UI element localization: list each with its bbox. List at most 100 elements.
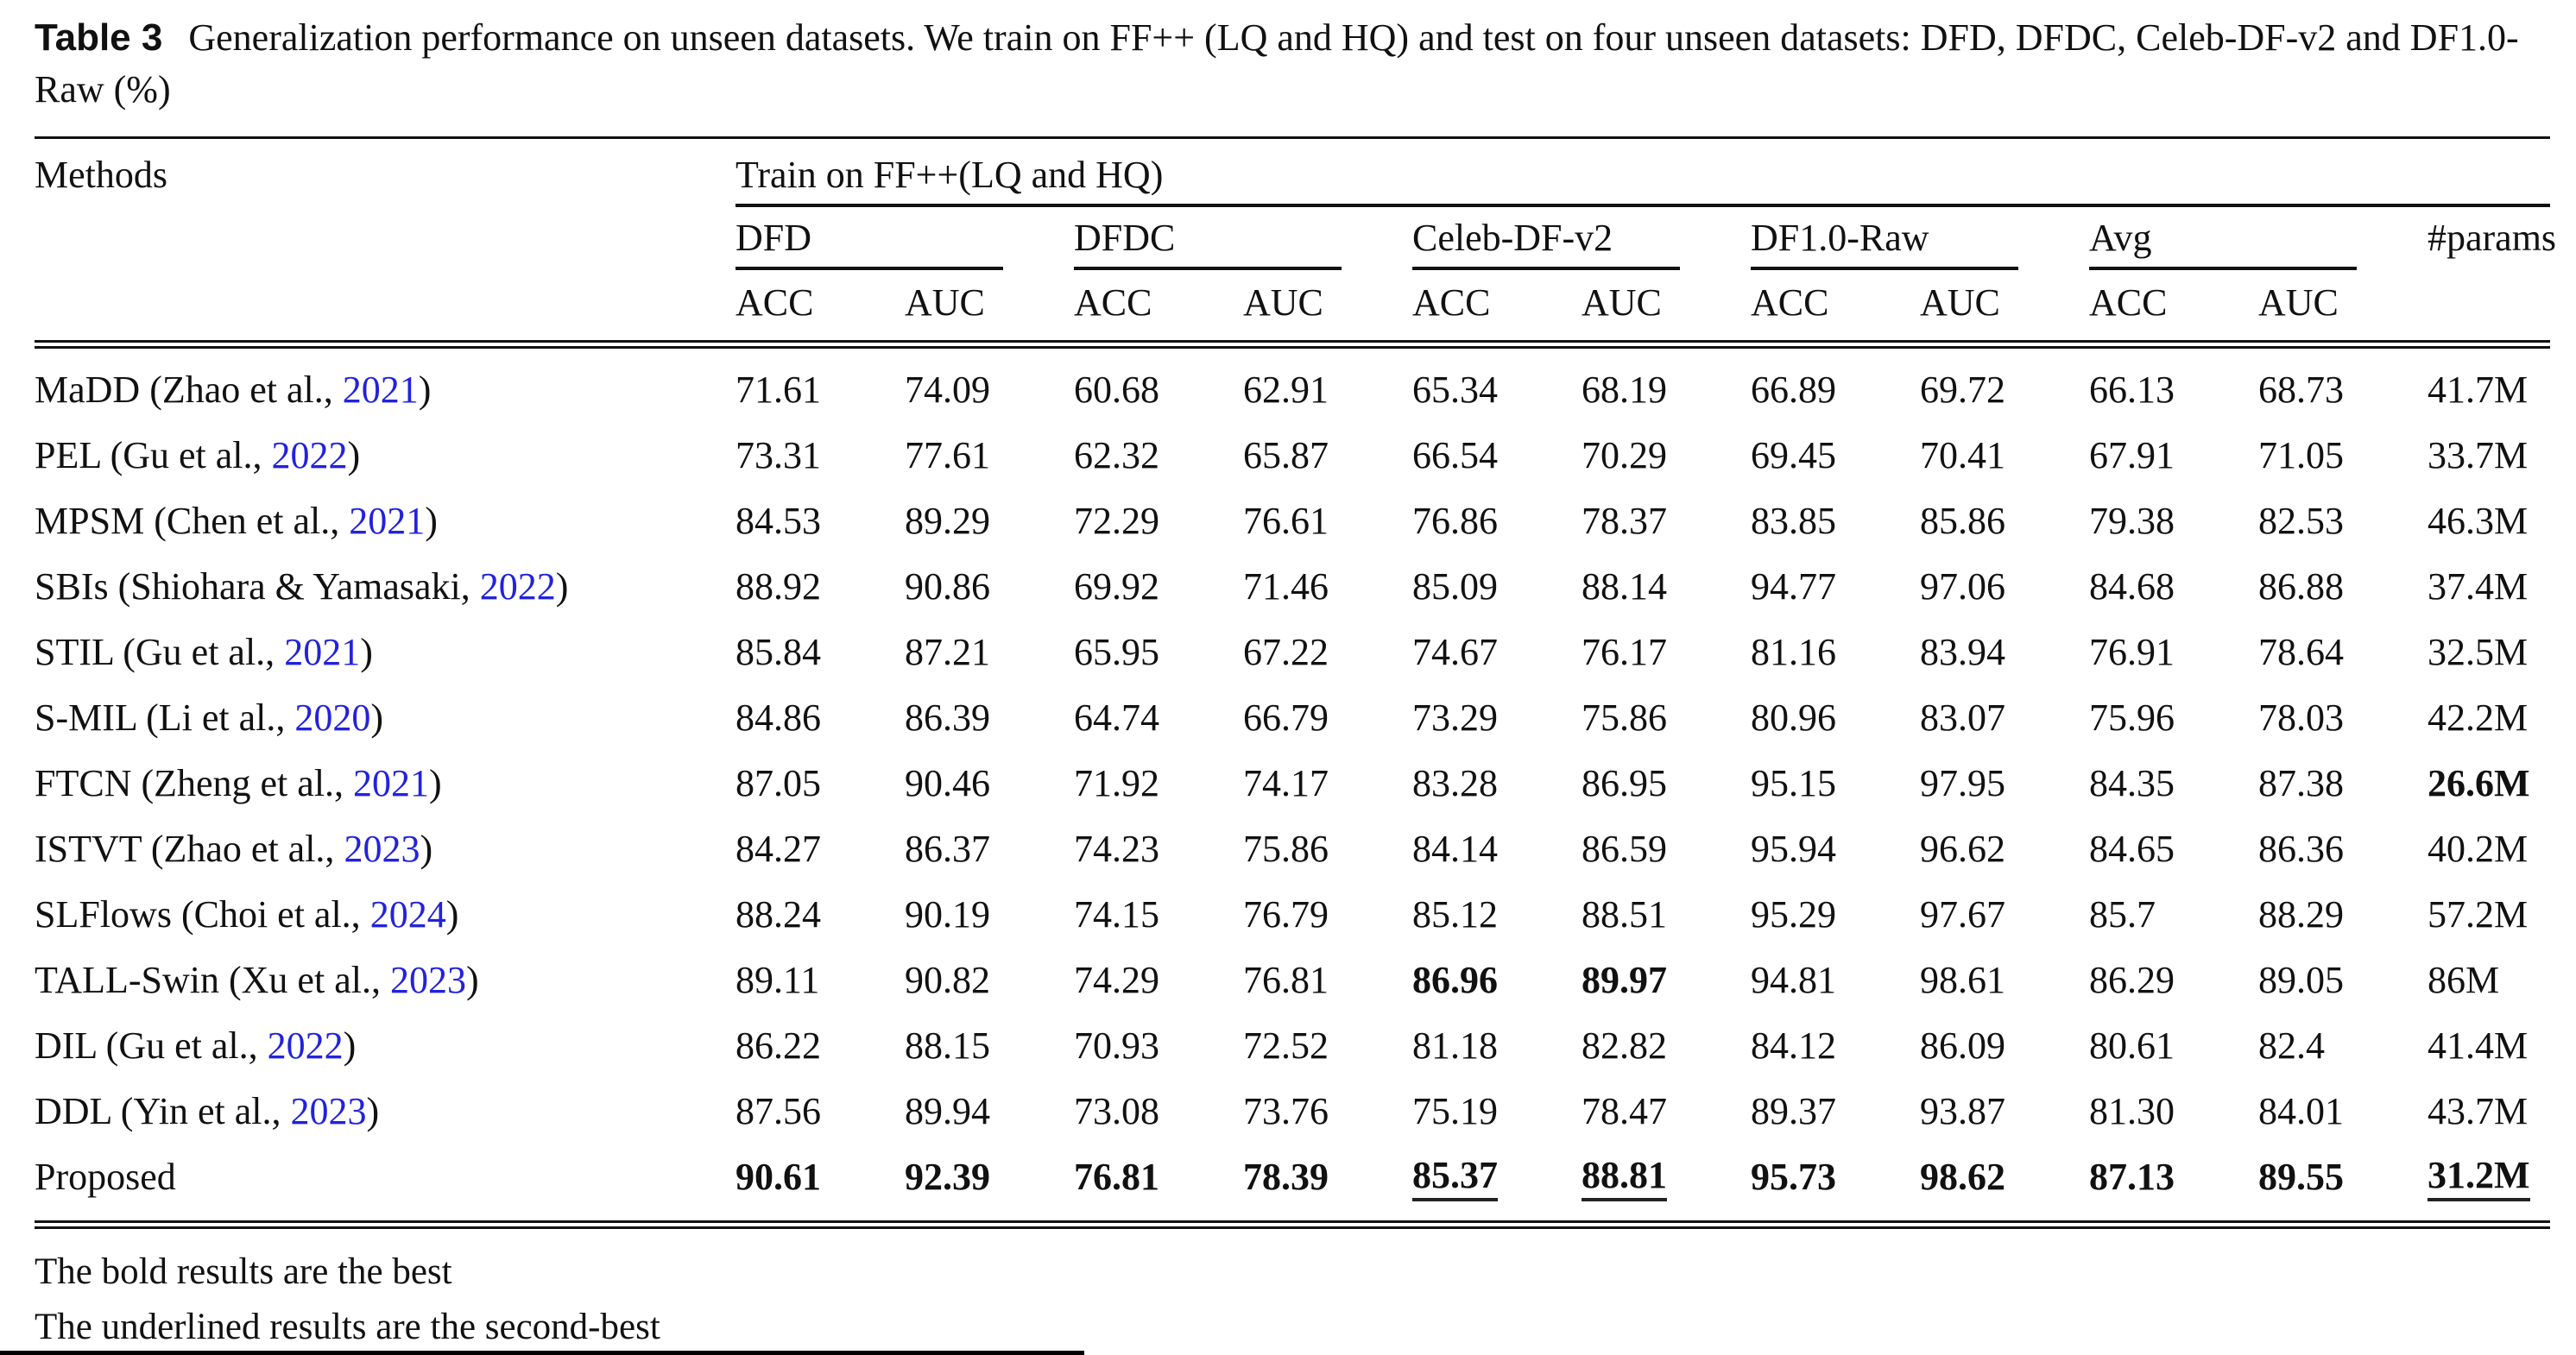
value-cell: 75.19 — [1412, 1079, 1582, 1144]
citation-year-link[interactable]: 2022 — [479, 565, 556, 608]
cell-value: 74.15 — [1074, 893, 1159, 936]
cell-value: 97.06 — [1920, 565, 2005, 608]
citation-year-link[interactable]: 2023 — [344, 828, 420, 871]
table-row: MPSM (Chen et al., 2021) 84.53 89.29 72.29 7… — [35, 488, 2550, 554]
value-cell: 85.84 — [736, 620, 905, 685]
method-name: DIL (Gu et al., — [35, 1024, 268, 1068]
cell-value: 84.53 — [736, 500, 821, 543]
cell-value: 41.7M — [2428, 369, 2529, 412]
method-name-suffix: ) — [429, 762, 442, 805]
value-cell: 60.68 — [1074, 344, 1243, 423]
citation-year-link[interactable]: 2021 — [342, 369, 419, 412]
cell-value: 75.86 — [1243, 828, 1329, 871]
cell-value: 82.53 — [2258, 500, 2344, 543]
cell-value: 86.37 — [905, 828, 990, 871]
cell-value: 84.35 — [2089, 762, 2175, 805]
value-cell: 87.56 — [736, 1079, 905, 1144]
method-name: MaDD (Zhao et al., — [35, 369, 343, 412]
method-name-suffix: ) — [347, 434, 361, 477]
cell-value: 72.52 — [1243, 1024, 1329, 1068]
subheader-acc: ACC — [1074, 269, 1243, 349]
cell-value: 65.34 — [1412, 369, 1498, 412]
cell-value: 75.96 — [2089, 696, 2175, 740]
subheader-acc: ACC — [1412, 269, 1582, 349]
table-header: Methods Train on FF++(LQ and HQ) DFD DFD… — [35, 137, 2556, 349]
value-cell: 76.61 — [1243, 488, 1412, 554]
value-cell: 81.16 — [1751, 620, 1920, 685]
cell-value: 83.94 — [1920, 631, 2005, 674]
citation-year-link[interactable]: 2021 — [353, 762, 430, 805]
value-cell: 80.61 — [2089, 1013, 2258, 1079]
cell-value: 94.77 — [1751, 565, 1836, 608]
table-row: TALL-Swin (Xu et al., 2023) 89.11 90.82 74.… — [35, 948, 2550, 1013]
cell-value: 94.81 — [1751, 959, 1836, 1002]
table-caption: Table 3 Generalization performance on uns… — [0, 0, 2547, 116]
cell-value: 67.91 — [2089, 434, 2175, 477]
cell-value: 68.19 — [1582, 369, 1667, 412]
cell-value: 87.21 — [905, 631, 990, 674]
cell-value: 88.14 — [1582, 565, 1667, 608]
value-cell: 98.62 — [1920, 1144, 2089, 1225]
value-cell: 82.53 — [2258, 488, 2428, 554]
table-row: FTCN (Zheng et al., 2021) 87.05 90.46 71.92… — [35, 751, 2550, 816]
value-cell: 86.36 — [2258, 816, 2428, 882]
cell-value: 83.07 — [1920, 696, 2005, 740]
cell-value: 97.95 — [1920, 762, 2005, 805]
citation-year-link[interactable]: 2024 — [369, 893, 446, 936]
citation-year-link[interactable]: 2020 — [294, 696, 371, 740]
cell-value: 57.2M — [2428, 893, 2529, 936]
value-cell: 90.86 — [905, 554, 1074, 620]
value-cell: 82.82 — [1582, 1013, 1751, 1079]
cell-value: 88.81 — [1582, 1153, 1667, 1201]
value-cell: 81.18 — [1412, 1013, 1582, 1079]
cell-value: 83.28 — [1412, 762, 1498, 805]
method-cell: S-MIL (Li et al., 2020) — [35, 685, 736, 751]
value-cell: 85.86 — [1920, 488, 2089, 554]
method-cell: Proposed — [35, 1144, 736, 1225]
value-cell: 89.29 — [905, 488, 1074, 554]
value-cell: 89.05 — [2258, 948, 2428, 1013]
value-cell: 86.37 — [905, 816, 1074, 882]
cell-value: 86.36 — [2258, 828, 2344, 871]
method-name-suffix: ) — [370, 696, 384, 740]
value-cell: 64.74 — [1074, 685, 1243, 751]
method-name-suffix: ) — [366, 1090, 380, 1133]
cell-value: 85.7 — [2089, 893, 2156, 936]
citation-year-link[interactable]: 2021 — [284, 631, 361, 674]
value-cell: 62.32 — [1074, 423, 1243, 488]
table-row: PEL (Gu et al., 2022) 73.31 77.61 62.32 65.8… — [35, 423, 2550, 488]
cell-value: 81.16 — [1751, 631, 1836, 674]
cell-value: 75.86 — [1582, 696, 1667, 740]
citation-year-link[interactable]: 2022 — [271, 434, 348, 477]
value-cell: 90.82 — [905, 948, 1074, 1013]
value-cell: 73.08 — [1074, 1079, 1243, 1144]
method-cell: MPSM (Chen et al., 2021) — [35, 488, 736, 554]
value-cell: 69.92 — [1074, 554, 1243, 620]
method-name: SLFlows (Choi et al., — [35, 893, 370, 936]
cell-value: 82.4 — [2258, 1024, 2325, 1068]
value-cell: 73.29 — [1412, 685, 1582, 751]
value-cell: 94.77 — [1751, 554, 1920, 620]
value-cell: 86.09 — [1920, 1013, 2089, 1079]
citation-year-link[interactable]: 2023 — [290, 1090, 367, 1133]
cell-value: 76.17 — [1582, 631, 1667, 674]
method-cell: ISTVT (Zhao et al., 2023) — [35, 816, 736, 882]
method-name-suffix: ) — [360, 631, 373, 674]
value-cell: 90.46 — [905, 751, 1074, 816]
table-body: MaDD (Zhao et al., 2021) 71.61 74.09 60.68 6… — [35, 344, 2550, 1225]
citation-year-link[interactable]: 2022 — [267, 1024, 344, 1068]
cell-value: 76.81 — [1243, 959, 1329, 1002]
citation-year-link[interactable]: 2023 — [389, 959, 466, 1002]
value-cell: 90.19 — [905, 882, 1074, 948]
value-cell: 89.37 — [1751, 1079, 1920, 1144]
cell-value: 72.29 — [1074, 500, 1159, 543]
value-cell: 88.14 — [1582, 554, 1751, 620]
method-cell: TALL-Swin (Xu et al., 2023) — [35, 948, 736, 1013]
cell-value: 77.61 — [905, 434, 990, 477]
cell-value: 73.76 — [1243, 1090, 1329, 1133]
citation-year-link[interactable]: 2021 — [349, 500, 426, 543]
value-cell: 67.91 — [2089, 423, 2258, 488]
table-row: Proposed 90.61 92.39 76.81 78.39 85.37 88.81 95… — [35, 1144, 2550, 1225]
cell-value: 86.22 — [736, 1024, 821, 1068]
params-cell: 42.2M — [2428, 685, 2550, 751]
